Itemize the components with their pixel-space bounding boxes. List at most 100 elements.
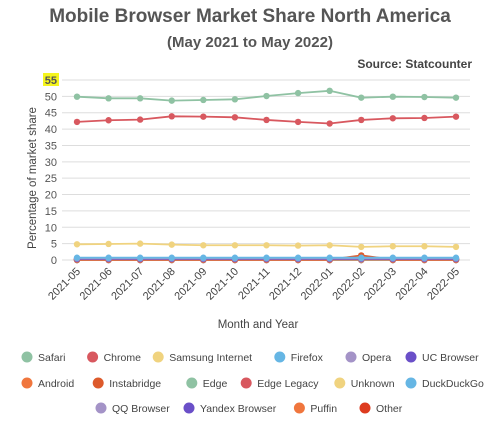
data-point bbox=[358, 94, 365, 101]
data-point bbox=[105, 240, 112, 248]
data-point bbox=[263, 242, 270, 249]
x-tick-label: 2021-05 bbox=[46, 266, 83, 303]
data-point bbox=[389, 243, 397, 250]
y-tick-label: 5 bbox=[51, 239, 57, 251]
data-point bbox=[263, 116, 270, 124]
data-point bbox=[105, 117, 112, 124]
ytick-highlight bbox=[43, 73, 59, 86]
legend-item: Firefox bbox=[274, 351, 324, 364]
data-point bbox=[136, 254, 144, 261]
data-point bbox=[263, 254, 270, 261]
data-point bbox=[200, 242, 207, 249]
data-point bbox=[231, 96, 239, 103]
data-point bbox=[294, 89, 302, 97]
x-axis-title: Month and Year bbox=[218, 319, 299, 331]
data-point bbox=[421, 243, 428, 250]
data-point bbox=[168, 241, 175, 248]
data-point bbox=[200, 96, 207, 104]
legend-item: Unknown bbox=[334, 377, 395, 390]
data-point bbox=[168, 254, 175, 261]
legend-item: QQ Browser bbox=[95, 402, 170, 415]
data-point bbox=[231, 114, 239, 121]
legend-marker bbox=[183, 402, 195, 414]
legend-label: Safari bbox=[38, 352, 65, 364]
x-tick-label: 2022-05 bbox=[425, 266, 462, 303]
legend-label: Yandex Browser bbox=[200, 403, 277, 415]
data-point bbox=[136, 116, 144, 123]
data-point bbox=[136, 95, 144, 102]
legend-marker bbox=[87, 351, 99, 363]
legend-label: Android bbox=[38, 378, 74, 390]
data-point bbox=[358, 243, 365, 251]
chart-source: Source: Statcounter bbox=[357, 57, 472, 71]
chart-title: Mobile Browser Market Share North Americ… bbox=[49, 6, 451, 27]
legend-marker bbox=[405, 351, 417, 363]
data-point bbox=[168, 97, 175, 104]
y-tick-label: 30 bbox=[45, 157, 57, 169]
legend-item: Chrome bbox=[87, 351, 142, 364]
data-point bbox=[73, 241, 81, 248]
data-point bbox=[389, 93, 397, 100]
data-point bbox=[326, 120, 333, 127]
legend-marker bbox=[21, 377, 33, 389]
x-tick-label: 2022-03 bbox=[362, 266, 399, 303]
legend-label: QQ Browser bbox=[112, 403, 170, 415]
chart-subtitle: (May 2021 to May 2022) bbox=[167, 34, 333, 51]
x-tick-label: 2022-01 bbox=[299, 266, 336, 303]
legend-item: Other bbox=[359, 402, 403, 415]
data-point bbox=[326, 87, 333, 95]
data-point bbox=[200, 254, 207, 261]
legend-marker bbox=[359, 402, 371, 414]
y-tick-label: 10 bbox=[45, 222, 57, 234]
legend-marker bbox=[405, 377, 417, 389]
x-tick-label: 2021-10 bbox=[204, 266, 241, 303]
data-point bbox=[200, 113, 207, 120]
data-point bbox=[326, 242, 333, 249]
data-point bbox=[452, 243, 460, 251]
legend-marker bbox=[240, 377, 252, 389]
legend-label: UC Browser bbox=[422, 352, 479, 364]
data-point bbox=[421, 114, 428, 122]
gridlines bbox=[62, 79, 470, 261]
legend-label: DuckDuckGo bbox=[422, 378, 484, 390]
legend-label: Instabridge bbox=[109, 378, 161, 390]
data-point bbox=[452, 94, 460, 101]
legend-label: Firefox bbox=[291, 352, 324, 364]
y-tick-label: 15 bbox=[45, 206, 57, 218]
data-point bbox=[358, 116, 365, 124]
legend-marker bbox=[345, 351, 357, 363]
legend-marker bbox=[92, 377, 104, 389]
x-tick-label: 2022-04 bbox=[394, 266, 431, 303]
legend-item: UC Browser bbox=[405, 351, 479, 364]
y-tick-label: 20 bbox=[45, 190, 57, 202]
legend-label: Opera bbox=[362, 352, 391, 364]
data-point bbox=[389, 115, 397, 122]
legend-label: Other bbox=[376, 403, 403, 415]
data-point bbox=[263, 92, 270, 100]
x-tick-label: 2021-06 bbox=[78, 266, 115, 303]
series-safari bbox=[73, 87, 460, 104]
data-point bbox=[231, 254, 239, 261]
y-tick-label: 35 bbox=[45, 140, 57, 152]
legend-label: Edge bbox=[203, 378, 228, 390]
data-point bbox=[421, 93, 428, 101]
data-point bbox=[452, 254, 460, 261]
data-point bbox=[73, 254, 81, 261]
data-point bbox=[358, 254, 365, 261]
legend-item: Safari bbox=[21, 351, 65, 364]
legend-label: Samsung Internet bbox=[169, 352, 252, 364]
series-samsung-internet bbox=[73, 240, 460, 251]
x-tick-label: 2021-09 bbox=[172, 266, 209, 303]
legend: Safari Chrome Samsung Internet Firefox Opera… bbox=[21, 351, 484, 415]
y-tick-label: 55 bbox=[45, 75, 57, 87]
legend-label: Chrome bbox=[104, 352, 142, 364]
legend-item: Instabridge bbox=[92, 377, 161, 390]
data-point bbox=[452, 113, 460, 120]
series-firefox bbox=[73, 254, 460, 261]
legend-marker bbox=[21, 351, 33, 363]
data-point bbox=[231, 242, 239, 249]
y-tick-label: 40 bbox=[45, 124, 57, 136]
x-tick-label: 2021-08 bbox=[141, 266, 178, 303]
data-point bbox=[73, 118, 81, 126]
